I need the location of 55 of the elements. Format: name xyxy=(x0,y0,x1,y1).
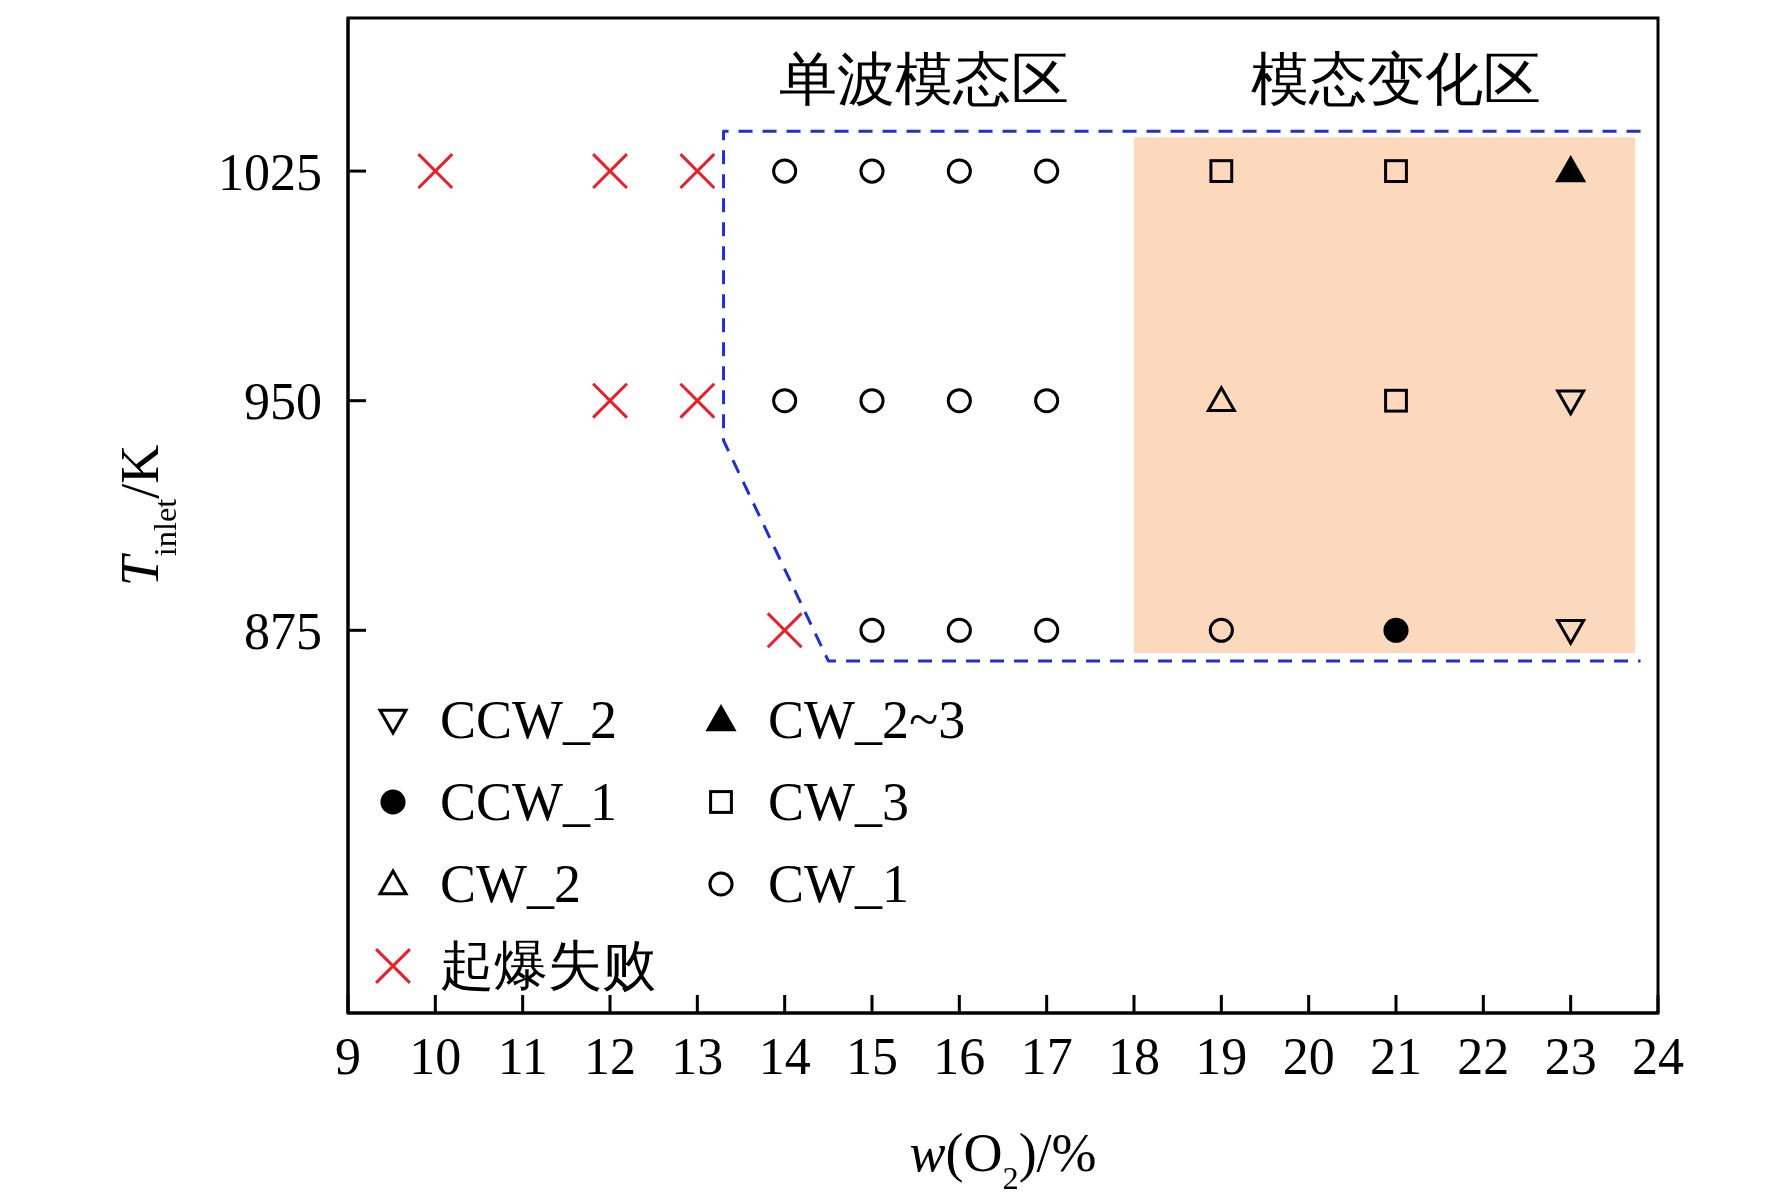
x-tick-label: 23 xyxy=(1544,1027,1597,1085)
point xyxy=(859,158,885,184)
point xyxy=(678,152,716,190)
x-tick-label: 18 xyxy=(1108,1027,1160,1085)
legend-label: 起爆失败 xyxy=(440,934,656,998)
x-tick-label: 20 xyxy=(1282,1027,1335,1085)
point xyxy=(1208,617,1234,643)
x-axis-title: w(O$_{2}$)/% xyxy=(909,1123,1097,1196)
point xyxy=(678,382,716,420)
point xyxy=(772,388,798,414)
legend-label: CW_3 xyxy=(768,771,909,833)
x-tick-label: 24 xyxy=(1632,1027,1684,1085)
x-tick-label: 12 xyxy=(584,1027,636,1085)
x-tick-label: 19 xyxy=(1195,1027,1248,1085)
point xyxy=(1384,388,1408,413)
point xyxy=(1206,386,1236,412)
point xyxy=(1034,388,1060,414)
point xyxy=(1384,159,1408,183)
point xyxy=(1209,159,1234,183)
point xyxy=(772,158,798,184)
point xyxy=(1556,389,1586,416)
x-tick-label: 10 xyxy=(409,1027,462,1085)
legend-label: CCW_1 xyxy=(440,771,618,833)
y-tick-label: 875 xyxy=(244,602,322,660)
x-tick-label: 16 xyxy=(933,1027,986,1085)
point xyxy=(1383,617,1409,643)
point xyxy=(1556,156,1586,183)
x-tick-label: 15 xyxy=(846,1027,898,1085)
point xyxy=(859,388,885,414)
legend-label: CCW_2 xyxy=(440,689,618,751)
legend-label: CW_1 xyxy=(768,853,909,915)
y-tick-label: 950 xyxy=(244,373,322,431)
point xyxy=(1556,619,1586,645)
point xyxy=(946,388,972,414)
x-tick-label: 9 xyxy=(335,1027,361,1085)
point xyxy=(859,617,885,643)
legend-label: CW_2 xyxy=(440,853,581,915)
point xyxy=(1034,617,1060,643)
y-tick-label: 1025 xyxy=(218,143,322,201)
point xyxy=(946,617,972,643)
x-tick-label: 17 xyxy=(1020,1027,1073,1085)
x-tick-label: 11 xyxy=(497,1027,548,1085)
x-tick-label: 22 xyxy=(1457,1027,1510,1085)
point xyxy=(766,611,804,649)
point xyxy=(591,152,629,190)
x-tick-label: 14 xyxy=(758,1027,811,1085)
x-tick-label: 13 xyxy=(671,1027,724,1085)
annotation: 模态变化区 xyxy=(1251,46,1541,112)
point xyxy=(591,382,629,420)
point xyxy=(416,152,454,190)
annotation: 单波模态区 xyxy=(779,46,1070,112)
legend-label: CW_2~3 xyxy=(768,689,966,751)
point xyxy=(946,158,972,184)
point xyxy=(1034,158,1060,184)
x-tick-label: 21 xyxy=(1370,1027,1422,1085)
